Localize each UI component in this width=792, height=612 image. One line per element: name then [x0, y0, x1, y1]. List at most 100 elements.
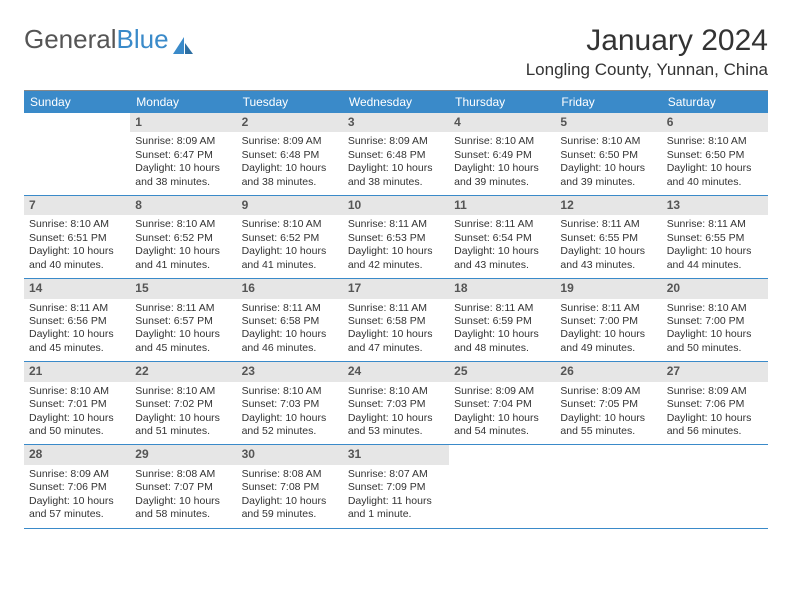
sunrise-text: Sunrise: 8:11 AM [135, 302, 231, 315]
sunrise-text: Sunrise: 8:09 AM [560, 385, 656, 398]
day-number: 8 [130, 196, 236, 215]
calendar-day: 4Sunrise: 8:10 AMSunset: 6:49 PMDaylight… [449, 113, 555, 195]
sunset-text: Sunset: 7:05 PM [560, 398, 656, 411]
sunset-text: Sunset: 6:58 PM [348, 315, 444, 328]
calendar-day: 1 Sunrise: 8:09 AMSunset: 6:47 PMDaylight… [130, 113, 236, 195]
daylight-text: Daylight: 10 hours and 38 minutes. [348, 162, 444, 189]
daylight-text: Daylight: 10 hours and 39 minutes. [560, 162, 656, 189]
daylight-text: Daylight: 10 hours and 40 minutes. [667, 162, 763, 189]
sunset-text: Sunset: 7:04 PM [454, 398, 550, 411]
day-number: 24 [343, 362, 449, 381]
calendar-day: 24Sunrise: 8:10 AMSunset: 7:03 PMDayligh… [343, 362, 449, 444]
logo: GeneralBlue [24, 24, 194, 55]
day-of-week-header: Wednesday [343, 91, 449, 113]
calendar-day: 21Sunrise: 8:10 AMSunset: 7:01 PMDayligh… [24, 362, 130, 444]
calendar-day: 29Sunrise: 8:08 AMSunset: 7:07 PMDayligh… [130, 445, 236, 527]
sunrise-text: Sunrise: 8:09 AM [667, 385, 763, 398]
sunrise-text: Sunrise: 8:08 AM [135, 468, 231, 481]
calendar-day: 6Sunrise: 8:10 AMSunset: 6:50 PMDaylight… [662, 113, 768, 195]
header: GeneralBlue January 2024 Longling County… [0, 0, 792, 84]
daylight-text: Daylight: 10 hours and 39 minutes. [454, 162, 550, 189]
sunrise-text: Sunrise: 8:10 AM [242, 218, 338, 231]
calendar-week: 14Sunrise: 8:11 AMSunset: 6:56 PMDayligh… [24, 279, 768, 362]
day-number: 11 [449, 196, 555, 215]
daylight-text: Daylight: 11 hours and 1 minute. [348, 495, 444, 522]
day-number: 18 [449, 279, 555, 298]
daylight-text: Daylight: 10 hours and 46 minutes. [242, 328, 338, 355]
calendar-day-empty [24, 113, 130, 195]
day-number: 4 [449, 113, 555, 132]
sunrise-text: Sunrise: 8:11 AM [560, 218, 656, 231]
calendar-day-empty [555, 445, 661, 527]
sunset-text: Sunset: 6:52 PM [135, 232, 231, 245]
sunrise-text: Sunrise: 8:07 AM [348, 468, 444, 481]
daylight-text: Daylight: 10 hours and 47 minutes. [348, 328, 444, 355]
logo-text-2: Blue [117, 24, 169, 55]
day-number: 15 [130, 279, 236, 298]
daylight-text: Daylight: 10 hours and 56 minutes. [667, 412, 763, 439]
daylight-text: Daylight: 10 hours and 53 minutes. [348, 412, 444, 439]
calendar-day: 20Sunrise: 8:10 AMSunset: 7:00 PMDayligh… [662, 279, 768, 361]
day-number: 25 [449, 362, 555, 381]
daylight-text: Daylight: 10 hours and 55 minutes. [560, 412, 656, 439]
day-number: 31 [343, 445, 449, 464]
calendar-week: 21 Sunrise: 8:10 AM Sunset: 7:01 PM Dayligh… [24, 362, 768, 445]
calendar-day: 11Sunrise: 8:11 AMSunset: 6:54 PMDayligh… [449, 196, 555, 278]
calendar-day: 26Sunrise: 8:09 AMSunset: 7:05 PMDayligh… [555, 362, 661, 444]
sunrise-text: Sunrise: 8:10 AM [560, 135, 656, 148]
day-of-week-header: Tuesday [237, 91, 343, 113]
daylight-text: Daylight: 10 hours and 43 minutes. [454, 245, 550, 272]
sunrise-text: Sunrise: 8:09 AM [135, 135, 231, 148]
day-of-week-header: Friday [555, 91, 661, 113]
calendar-day: 14Sunrise: 8:11 AMSunset: 6:56 PMDayligh… [24, 279, 130, 361]
calendar-week: 28Sunrise: 8:09 AMSunset: 7:06 PMDayligh… [24, 445, 768, 528]
sunset-text: Sunset: 6:52 PM [242, 232, 338, 245]
day-number: 1 [130, 113, 236, 132]
day-number: 22 [130, 362, 236, 381]
calendar-day-empty [449, 445, 555, 527]
calendar-day: 19Sunrise: 8:11 AMSunset: 7:00 PMDayligh… [555, 279, 661, 361]
sunset-text: Sunset: 7:01 PM [29, 398, 125, 411]
sunset-text: Sunset: 6:54 PM [454, 232, 550, 245]
day-number: 17 [343, 279, 449, 298]
logo-text-1: General [24, 24, 117, 55]
calendar-day: 16Sunrise: 8:11 AMSunset: 6:58 PMDayligh… [237, 279, 343, 361]
sunrise-text: Sunrise: 8:10 AM [348, 385, 444, 398]
calendar-day: 2Sunrise: 8:09 AMSunset: 6:48 PMDaylight… [237, 113, 343, 195]
sunrise-text: Sunrise: 8:10 AM [454, 135, 550, 148]
sunset-text: Sunset: 7:09 PM [348, 481, 444, 494]
daylight-text: Daylight: 10 hours and 40 minutes. [29, 245, 125, 272]
calendar-day: 30Sunrise: 8:08 AMSunset: 7:08 PMDayligh… [237, 445, 343, 527]
sunrise-text: Sunrise: 8:10 AM [667, 302, 763, 315]
sunset-text: Sunset: 7:06 PM [29, 481, 125, 494]
calendar-day: 18Sunrise: 8:11 AMSunset: 6:59 PMDayligh… [449, 279, 555, 361]
sunset-text: Sunset: 6:47 PM [135, 149, 231, 162]
daylight-text: Daylight: 10 hours and 38 minutes. [242, 162, 338, 189]
daylight-text: Daylight: 10 hours and 44 minutes. [667, 245, 763, 272]
day-number: 21 [24, 362, 130, 381]
day-number: 20 [662, 279, 768, 298]
sunset-text: Sunset: 6:55 PM [667, 232, 763, 245]
sunrise-text: Sunrise: 8:11 AM [454, 302, 550, 315]
calendar-day: 23Sunrise: 8:10 AMSunset: 7:03 PMDayligh… [237, 362, 343, 444]
calendar: SundayMondayTuesdayWednesdayThursdayFrid… [24, 90, 768, 529]
sunset-text: Sunset: 6:48 PM [348, 149, 444, 162]
day-number: 3 [343, 113, 449, 132]
day-number: 10 [343, 196, 449, 215]
calendar-day: 7Sunrise: 8:10 AMSunset: 6:51 PMDaylight… [24, 196, 130, 278]
sunrise-text: Sunrise: 8:09 AM [242, 135, 338, 148]
day-number: 14 [24, 279, 130, 298]
calendar-day: 9Sunrise: 8:10 AMSunset: 6:52 PMDaylight… [237, 196, 343, 278]
sunrise-text: Sunrise: 8:10 AM [667, 135, 763, 148]
sunset-text: Sunset: 6:56 PM [29, 315, 125, 328]
calendar-day: 13Sunrise: 8:11 AMSunset: 6:55 PMDayligh… [662, 196, 768, 278]
sunrise-text: Sunrise: 8:11 AM [560, 302, 656, 315]
day-number: 16 [237, 279, 343, 298]
sunrise-text: Sunrise: 8:10 AM [29, 218, 125, 231]
calendar-week: 1Sunrise: 8:09 AMSunset: 6:47 PMDaylight… [24, 113, 768, 196]
sunrise-text: Sunrise: 8:10 AM [135, 385, 231, 398]
calendar-day-empty [662, 445, 768, 527]
daylight-text: Daylight: 10 hours and 38 minutes. [135, 162, 231, 189]
sunrise-text: Sunrise: 8:11 AM [29, 302, 125, 315]
day-number: 13 [662, 196, 768, 215]
